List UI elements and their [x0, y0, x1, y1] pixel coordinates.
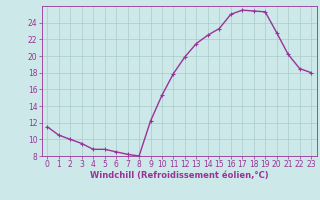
X-axis label: Windchill (Refroidissement éolien,°C): Windchill (Refroidissement éolien,°C) [90, 171, 268, 180]
